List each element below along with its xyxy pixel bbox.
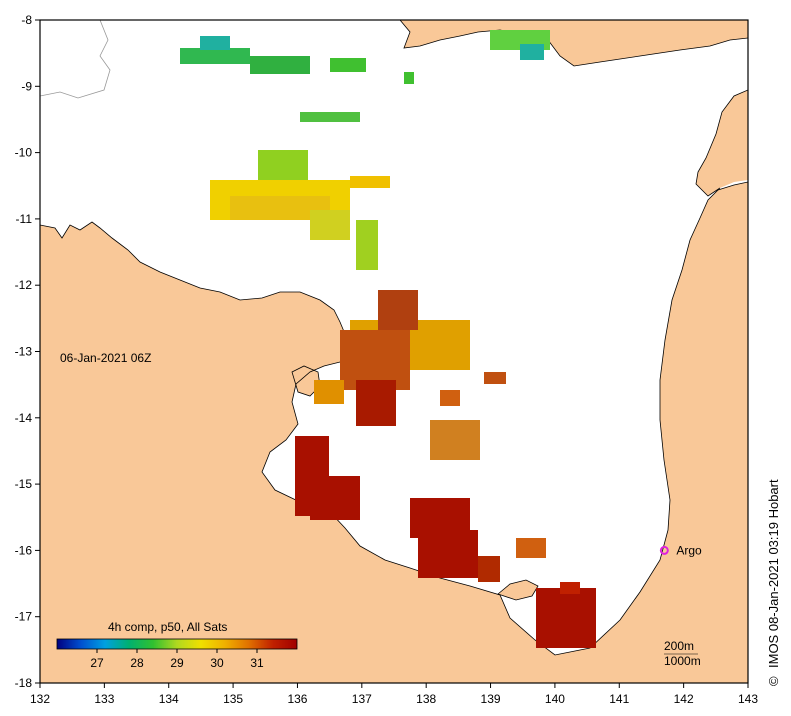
colorbar-tick-label: 30 (210, 656, 224, 670)
sst-patch-north (180, 30, 550, 122)
lon-tick-label: 135 (223, 692, 243, 706)
lon-tick-label: 138 (416, 692, 436, 706)
lon-tick-label: 132 (30, 692, 50, 706)
lon-tick-label: 141 (609, 692, 629, 706)
lon-tick-label: 136 (287, 692, 307, 706)
timestamp-label: 06-Jan-2021 06Z (60, 351, 151, 365)
lat-tick-label: -14 (15, 411, 33, 425)
isobath-legend-200m: 200m (664, 639, 694, 653)
land-cape-york (696, 90, 748, 196)
lat-tick-label: -10 (15, 146, 33, 160)
lon-tick-label: 140 (545, 692, 565, 706)
colorbar: 4h comp, p50, All Sats 27 28 29 30 31 (56, 620, 298, 670)
sst-data (180, 30, 596, 648)
land-top-end (40, 182, 748, 683)
land-island-mornington (498, 580, 538, 600)
lon-tick-label: 137 (352, 692, 372, 706)
lat-tick-label: -9 (21, 79, 32, 93)
colorbar-bar (56, 638, 298, 650)
lon-tick-label: 133 (94, 692, 114, 706)
coast-cape-york (695, 89, 748, 197)
colorbar-title: 4h comp, p50, All Sats (108, 620, 227, 634)
sst-patch-gulf (295, 290, 596, 648)
isobath-legend-1000m: 1000m (664, 654, 701, 668)
lat-tick-label: -12 (15, 278, 33, 292)
lat-tick-label: -18 (15, 676, 33, 690)
credit-text: IMOS 08-Jan-2021 03:19 Hobart (766, 479, 781, 668)
map-plot-area: Argo 06-Jan-2021 06Z 200m 1000m 4h comp,… (40, 20, 748, 683)
argo-float-label: Argo (676, 543, 702, 557)
land-new-guinea (400, 20, 748, 66)
lon-tick-label: 142 (674, 692, 694, 706)
lon-tick-label: 139 (481, 692, 501, 706)
isobath-legend: 200m 1000m (664, 639, 701, 668)
longitude-axis: 132 133 134 135 136 137 138 139 140 141 142 143 (30, 683, 758, 706)
colorbar-tick-label: 31 (250, 656, 264, 670)
lat-tick-label: -17 (15, 610, 33, 624)
lat-tick-label: -16 (15, 543, 33, 557)
colorbar-ticks: 27 28 29 30 31 (90, 649, 264, 670)
argo-float-marker[interactable] (659, 545, 669, 555)
lon-tick-label: 143 (738, 692, 758, 706)
coast-top-end (40, 181, 748, 656)
isobath-line (40, 20, 111, 99)
colorbar-tick-label: 28 (130, 656, 144, 670)
land-masses (40, 20, 748, 683)
copyright-symbol: © (766, 676, 781, 686)
colorbar-tick-label: 29 (170, 656, 184, 670)
lon-tick-label: 134 (159, 692, 179, 706)
latitude-axis: -8 -9 -10 -11 -12 -13 -14 -15 -16 -17 -18 (15, 13, 40, 690)
lat-tick-label: -8 (21, 13, 32, 27)
sst-patch-yellow (210, 150, 390, 270)
lat-tick-label: -13 (15, 345, 33, 359)
land-island-groote (292, 366, 320, 396)
colorbar-tick-label: 27 (90, 656, 104, 670)
lat-tick-label: -15 (15, 477, 33, 491)
lat-tick-label: -11 (16, 212, 33, 226)
